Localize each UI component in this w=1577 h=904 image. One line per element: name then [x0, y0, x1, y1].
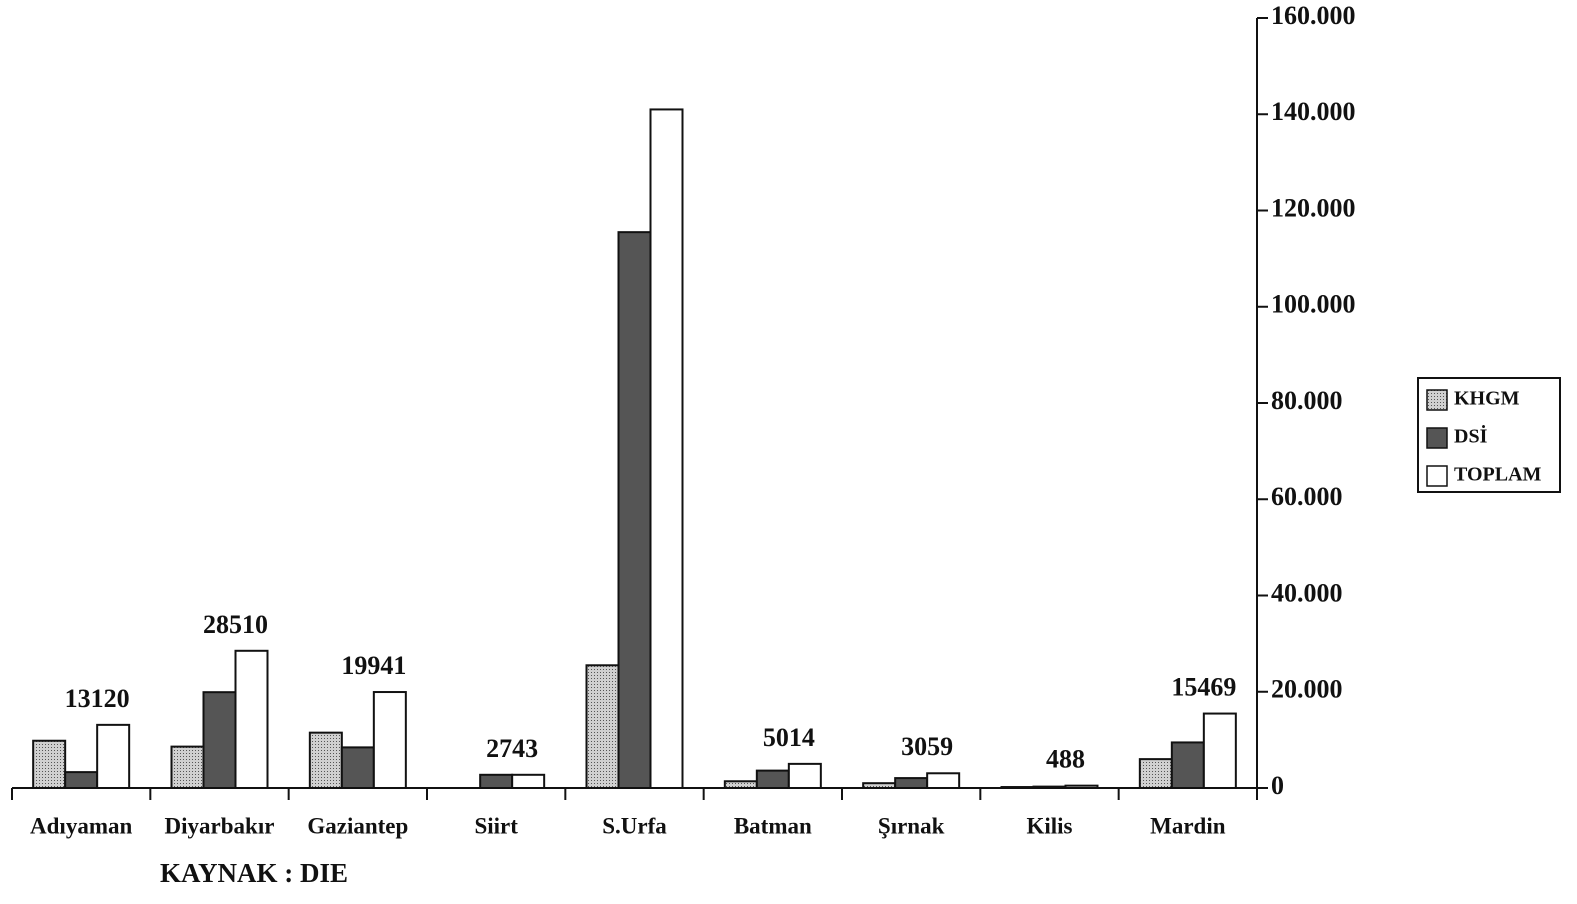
bar [479, 773, 514, 790]
bar [64, 771, 99, 790]
x-tick-label: Mardin [1150, 813, 1226, 838]
bar [1000, 786, 1035, 789]
bar [511, 773, 546, 790]
x-tick-label: Diyarbakır [165, 813, 275, 838]
legend-swatch [1426, 465, 1448, 487]
x-tick-label: Şırnak [878, 813, 945, 838]
x-tick-label: Adıyaman [30, 813, 132, 838]
bar [32, 739, 67, 790]
legend-swatch [1426, 389, 1448, 411]
bar [926, 772, 961, 790]
data-label: 28510 [203, 610, 268, 639]
y-tick-label: 120.000 [1271, 193, 1356, 222]
bar [96, 723, 131, 789]
data-label: 2743 [486, 734, 538, 763]
y-tick-label: 40.000 [1271, 578, 1343, 607]
bar [372, 691, 407, 789]
x-tick-label: Siirt [474, 813, 518, 838]
bar [234, 649, 269, 790]
bar [723, 780, 758, 790]
bar [1170, 741, 1205, 789]
bar [1064, 784, 1099, 789]
y-tick-label: 100.000 [1271, 290, 1356, 319]
legend-label: KHGM [1454, 388, 1520, 410]
y-tick-label: 0 [1271, 771, 1284, 800]
bar [340, 746, 375, 789]
x-tick-label: S.Urfa [602, 813, 667, 838]
bar [894, 777, 929, 790]
data-label: 5014 [763, 723, 815, 752]
y-tick-label: 160.000 [1271, 1, 1356, 30]
data-label: 3059 [901, 732, 953, 761]
x-tick-label: Kilis [1026, 813, 1072, 838]
bar [787, 762, 822, 789]
bar [585, 664, 620, 789]
bar [1032, 785, 1067, 790]
source-note: KAYNAK : DIE [160, 858, 348, 888]
data-label: 488 [1046, 745, 1085, 774]
bar [649, 108, 684, 789]
x-tick-label: Batman [734, 813, 812, 838]
bar [1202, 712, 1237, 789]
legend-label: DSİ [1454, 424, 1488, 448]
bar [755, 769, 790, 789]
legend-swatch [1426, 427, 1448, 449]
y-tick-label: 140.000 [1271, 97, 1356, 126]
x-tick-label: Gaziantep [307, 813, 408, 838]
bar [308, 731, 343, 789]
legend-label: TOPLAM [1454, 464, 1542, 486]
y-tick-label: 60.000 [1271, 482, 1343, 511]
bar [170, 745, 205, 789]
data-label: 19941 [341, 651, 406, 680]
data-label: 15469 [1171, 673, 1236, 702]
bar [862, 782, 897, 789]
bar [617, 231, 652, 789]
y-tick-label: 20.000 [1271, 675, 1343, 704]
y-tick-label: 80.000 [1271, 386, 1343, 415]
bar [1138, 758, 1173, 789]
bar [202, 691, 237, 789]
data-label: 13120 [65, 684, 130, 713]
